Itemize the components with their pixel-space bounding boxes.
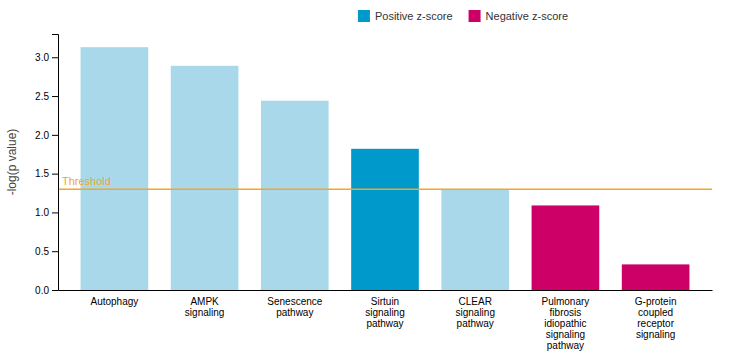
chart: Threshold0.00.51.01.52.02.53.0AutophagyA… <box>0 0 732 362</box>
x-tick: AMPKsignaling <box>185 296 224 318</box>
tick-label: 1.0 <box>35 207 49 218</box>
x-axis: Autophagy AMPKsignaling Senescencepathway S… <box>59 291 713 352</box>
bar <box>622 264 690 290</box>
bar <box>171 66 239 290</box>
tick-label: 0.5 <box>35 246 49 257</box>
y-tick: 3.0 <box>35 52 58 63</box>
x-tick: Autophagy <box>90 296 138 307</box>
tick-label: 3.0 <box>35 52 49 63</box>
tick-label: G-proteincoupledreceptorsignaling <box>635 296 677 340</box>
tick-label: Autophagy <box>90 296 138 307</box>
x-tick: Pulmonaryfibrosisidiopathicsignalingpath… <box>542 296 590 351</box>
legend: Positive z-score Negative z-score <box>358 10 568 22</box>
y-axis-title: -log(p value) <box>5 129 19 196</box>
tick-mark <box>52 174 58 175</box>
tick-mark <box>52 135 58 136</box>
plot-area: Threshold0.00.51.01.52.02.53.0AutophagyA… <box>35 35 712 352</box>
y-tick: 0.5 <box>35 246 58 257</box>
legend-label: Negative z-score <box>486 10 569 22</box>
bar <box>532 205 600 290</box>
tick-label: AMPKsignaling <box>185 296 224 318</box>
y-axis: 0.0 0.5 1.0 1.5 2.0 2.5 3.0 <box>35 35 58 296</box>
legend-item: Negative z-score <box>469 10 569 22</box>
bar <box>261 101 329 290</box>
axis-line <box>52 35 59 291</box>
tick-label: Sirtuinsignalingpathway <box>365 296 404 329</box>
y-tick: 1.5 <box>35 168 58 179</box>
tick-mark <box>52 251 58 252</box>
tick-mark <box>52 290 58 291</box>
y-tick: 2.5 <box>35 91 58 102</box>
tick-mark <box>52 212 58 213</box>
legend-swatch <box>358 10 370 22</box>
tick-mark <box>52 57 58 58</box>
marks <box>58 47 712 290</box>
threshold-line <box>58 188 712 190</box>
x-tick: Senescencepathway <box>267 296 322 318</box>
legend-label: Positive z-score <box>375 10 453 22</box>
bar <box>81 47 149 290</box>
tick-label: 0.0 <box>35 285 49 296</box>
bar <box>351 149 419 290</box>
tick-label: 2.5 <box>35 91 49 102</box>
x-tick: G-proteincoupledreceptorsignaling <box>635 296 677 340</box>
threshold-label: Threshold <box>62 175 111 187</box>
bar <box>441 190 509 290</box>
y-tick: 2.0 <box>35 130 58 141</box>
tick-label: Senescencepathway <box>267 296 322 318</box>
y-tick: 1.0 <box>35 207 58 218</box>
tick-mark <box>52 96 58 97</box>
tick-label: 1.5 <box>35 168 49 179</box>
legend-swatch <box>469 10 481 22</box>
x-tick: Sirtuinsignalingpathway <box>365 296 404 329</box>
y-tick: 0.0 <box>35 285 58 296</box>
tick-label: Pulmonaryfibrosisidiopathicsignalingpath… <box>542 296 590 351</box>
tick-label: CLEARsignalingpathway <box>455 296 494 329</box>
x-tick: CLEARsignalingpathway <box>455 296 494 329</box>
axis-line <box>59 290 713 291</box>
tick-label: 2.0 <box>35 130 49 141</box>
legend-item: Positive z-score <box>358 10 453 22</box>
